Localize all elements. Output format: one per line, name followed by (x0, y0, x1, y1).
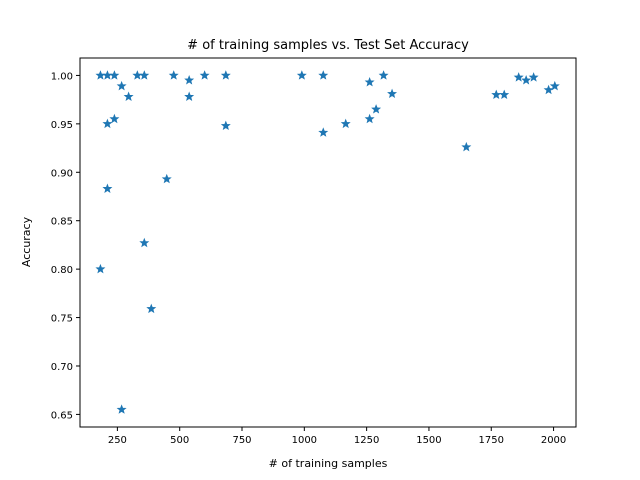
data-point-star (184, 91, 195, 101)
y-tick-label: 0.70 (51, 362, 73, 373)
x-axis-ticks: 250 500 750 1000 1250 1500 1750 2000 (108, 427, 566, 446)
y-tick-label: 0.85 (51, 217, 73, 228)
data-point-star (102, 118, 113, 129)
data-point-star (109, 113, 120, 124)
data-point-star (168, 70, 179, 80)
data-point-star (318, 70, 329, 80)
data-point-star (499, 89, 510, 100)
data-point-star (491, 89, 502, 100)
data-point-star (521, 75, 532, 85)
data-point-star (387, 88, 398, 99)
data-point-star (364, 113, 375, 124)
x-axis-label: # of training samples (269, 457, 388, 470)
y-tick-label: 0.90 (51, 168, 73, 179)
y-tick-label: 1.00 (51, 71, 73, 82)
x-tick-label: 1250 (354, 435, 379, 446)
data-point-star (184, 75, 195, 85)
data-point-star (139, 70, 150, 80)
y-axis-label: Accuracy (20, 216, 33, 267)
x-tick-label: 1750 (479, 435, 504, 446)
chart-title: # of training samples vs. Test Set Accur… (187, 38, 469, 53)
data-point-star (364, 76, 375, 87)
data-point-star (296, 70, 307, 80)
x-tick-label: 500 (170, 435, 189, 446)
data-point-star (543, 84, 554, 95)
y-tick-label: 0.75 (51, 314, 73, 325)
data-point-star (318, 127, 329, 137)
x-tick-label: 1000 (292, 435, 317, 446)
data-point-star (139, 237, 150, 248)
data-point-star (146, 303, 157, 314)
x-tick-label: 2000 (541, 435, 566, 446)
x-tick-label: 1500 (416, 435, 441, 446)
y-tick-label: 0.65 (51, 410, 73, 421)
data-point-star (513, 72, 524, 82)
data-point-star (549, 80, 560, 91)
y-tick-label: 0.80 (51, 265, 73, 276)
data-point-star (116, 404, 127, 414)
x-tick-label: 750 (232, 435, 251, 446)
data-point-star (371, 104, 382, 114)
data-point-star (102, 183, 113, 193)
data-point-star (116, 80, 127, 91)
plot-area-frame (79, 57, 577, 428)
data-point-star (109, 70, 120, 80)
y-axis-ticks: 0.65 0.70 0.75 0.80 0.85 0.90 0.95 1.00 (51, 71, 80, 421)
data-point-star (461, 141, 472, 152)
data-point-star (378, 70, 389, 80)
data-point-star (220, 70, 231, 80)
data-point-star (123, 91, 134, 101)
data-point-star (340, 118, 351, 129)
data-point-star (528, 72, 539, 82)
y-tick-label: 0.95 (51, 120, 73, 131)
data-point-star (199, 70, 210, 80)
data-point-star (95, 263, 106, 274)
x-tick-label: 250 (108, 435, 127, 446)
data-points (95, 70, 560, 414)
data-point-star (220, 120, 231, 131)
data-point-star (161, 173, 172, 184)
